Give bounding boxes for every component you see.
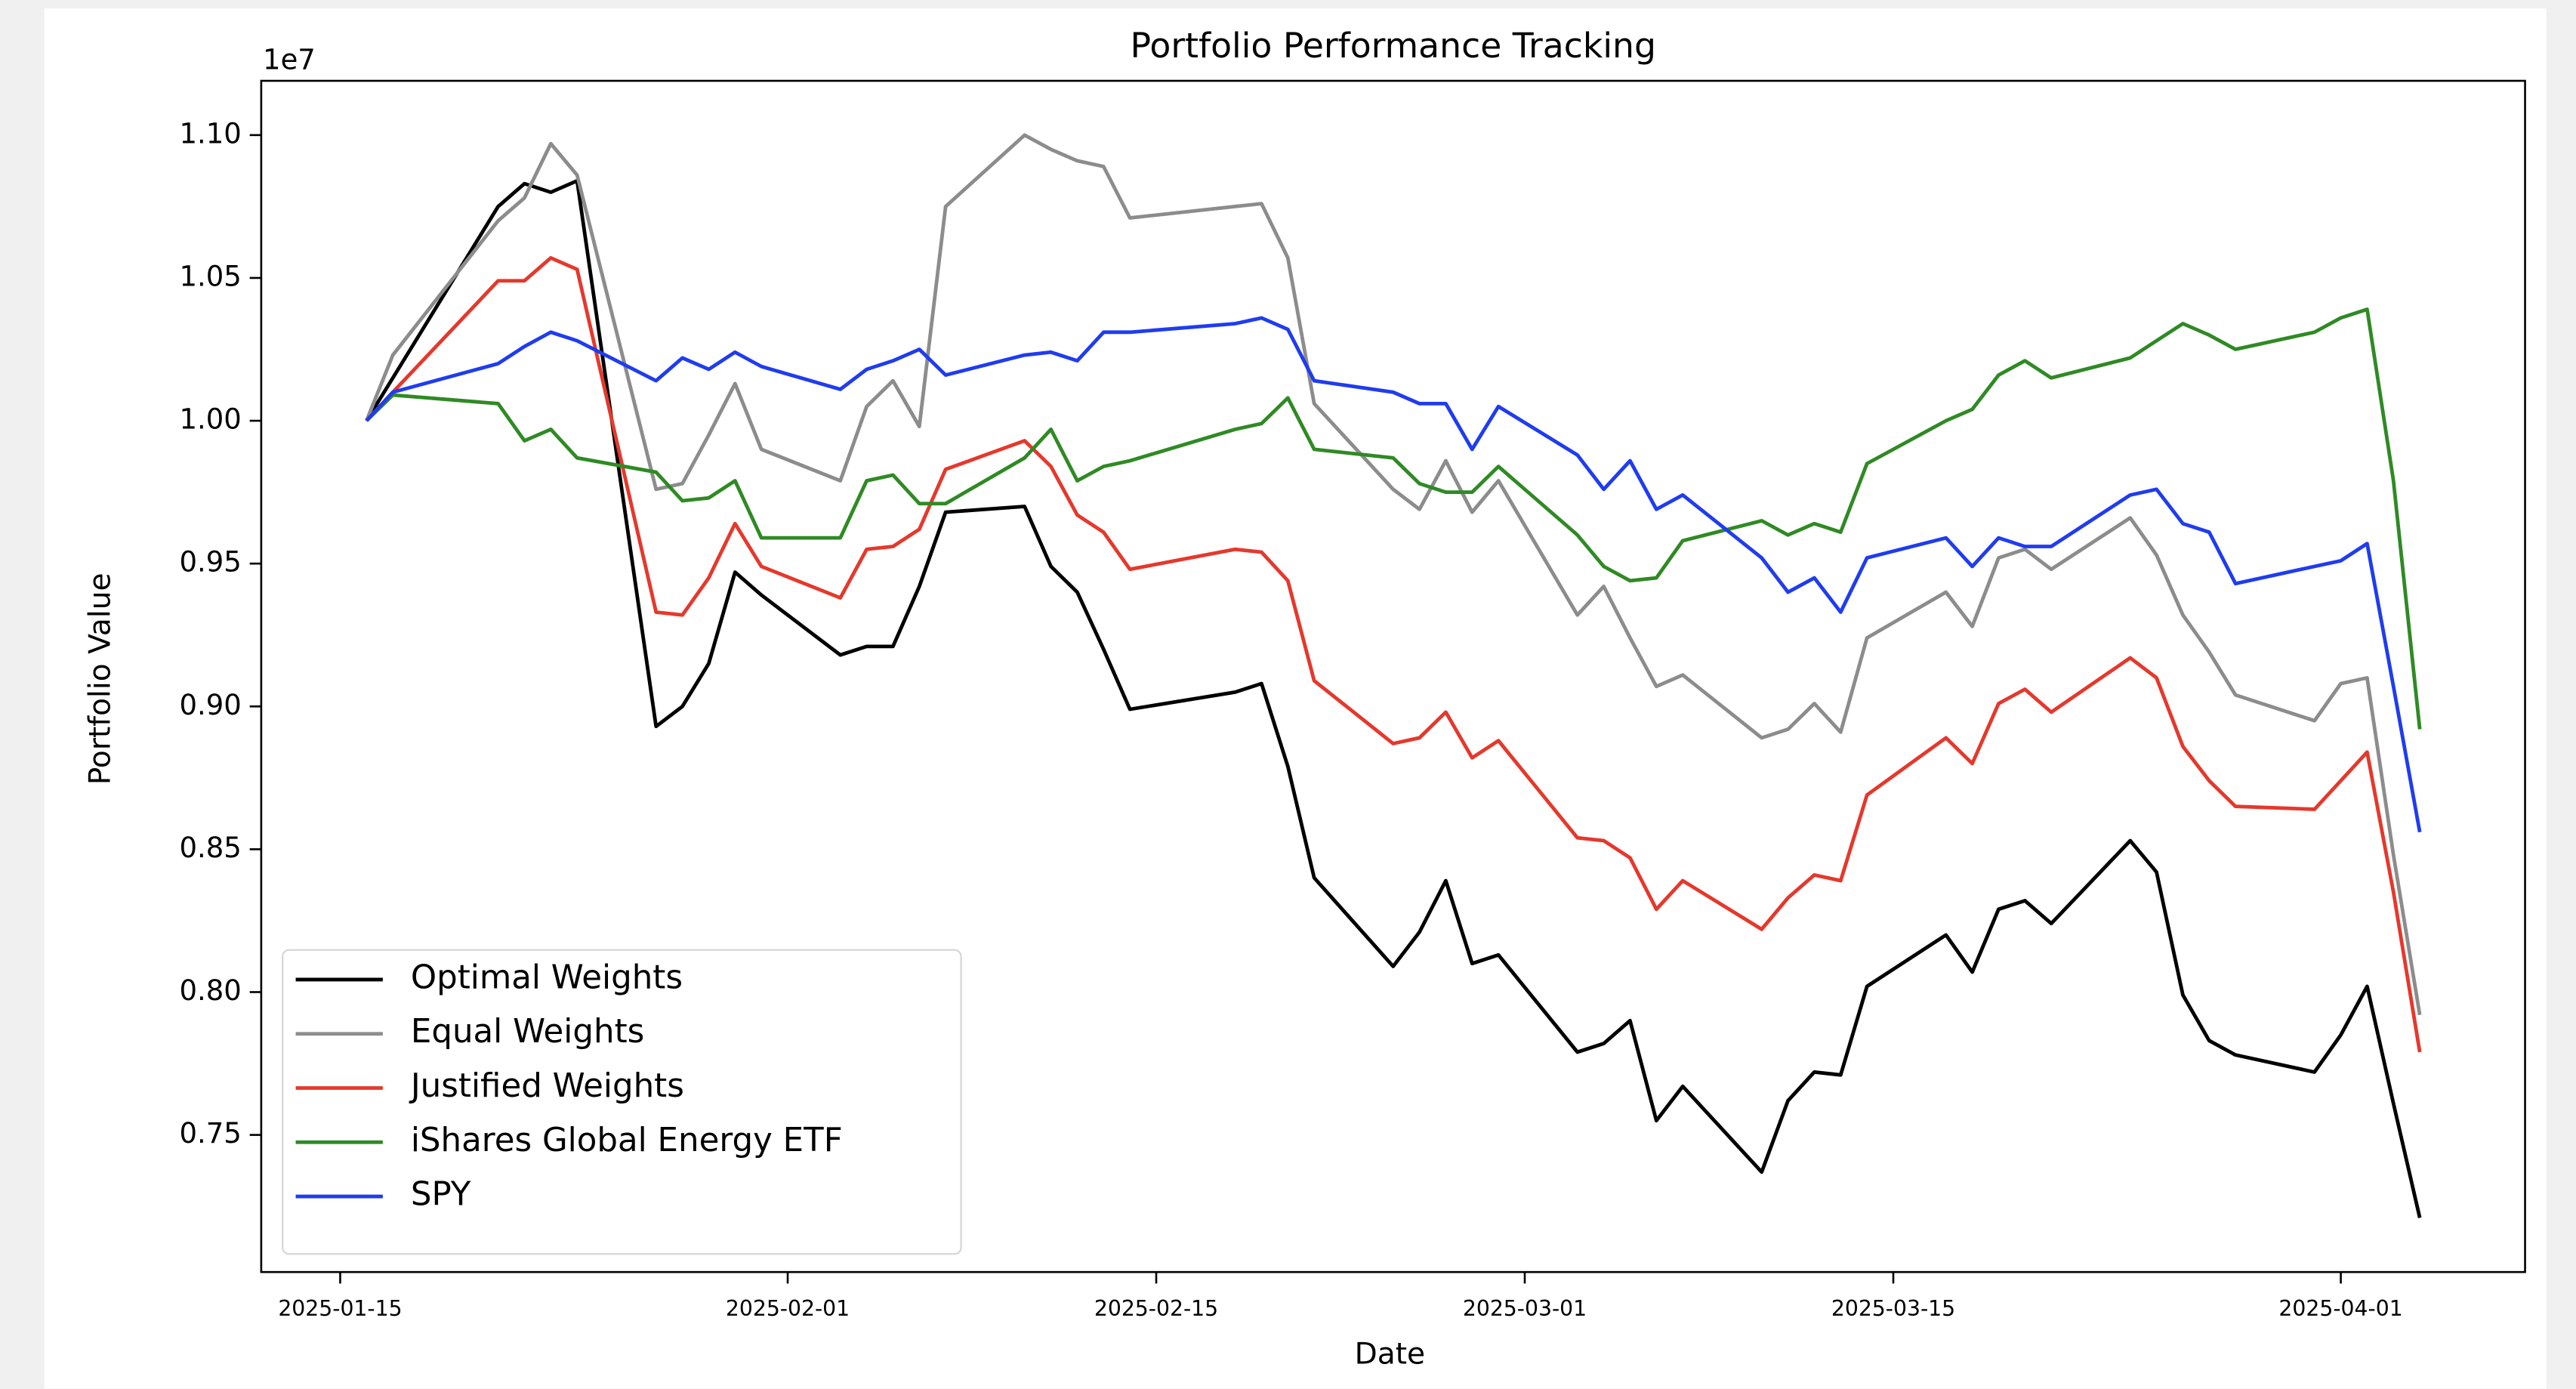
y-tick-label: 1.00 [179, 403, 241, 436]
x-axis-label: Date [1355, 1338, 1426, 1372]
x-tick-label: 2025-04-01 [2278, 1296, 2402, 1321]
x-tick-label: 2025-03-01 [1463, 1296, 1587, 1321]
y-tick-label: 0.90 [179, 689, 241, 721]
y-tick-label: 1.05 [179, 260, 241, 292]
x-tick-label: 2025-01-15 [278, 1296, 402, 1321]
x-tick-label: 2025-03-15 [1831, 1296, 1955, 1321]
legend-box [282, 949, 962, 1255]
y-tick-label: 0.75 [179, 1117, 241, 1150]
legend-label: Justified Weights [409, 1067, 684, 1105]
series-line [365, 178, 2422, 1218]
x-tick-label: 2025-02-01 [726, 1296, 850, 1321]
legend: Optimal Weights Equal Weights Justified We… [282, 949, 962, 1255]
y-tick-label: 0.85 [179, 832, 241, 864]
y-tick-label: 0.95 [179, 546, 241, 579]
series-line [365, 316, 2422, 833]
series-line [365, 133, 2422, 1016]
chart-title: Portfolio Performance Tracking [1130, 26, 1655, 66]
legend-label: iShares Global Energy ETF [411, 1122, 843, 1159]
series-line [365, 256, 2422, 1053]
series-line [365, 307, 2422, 730]
y-offset-label: 1e7 [263, 43, 316, 76]
x-tick-label: 2025-02-15 [1094, 1296, 1218, 1321]
y-axis-label: Portfolio Value [83, 573, 117, 785]
y-tick-label: 1.10 [179, 117, 241, 150]
legend-label: Equal Weights [411, 1013, 644, 1051]
legend-label: SPY [411, 1176, 471, 1214]
y-tick-label: 0.80 [179, 974, 241, 1007]
legend-label: Optimal Weights [411, 958, 683, 996]
